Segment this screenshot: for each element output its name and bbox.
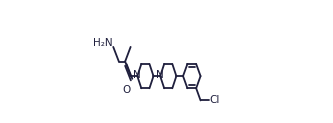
Text: N: N (156, 70, 164, 80)
Text: Cl: Cl (209, 95, 220, 105)
Text: H₂N: H₂N (93, 38, 112, 48)
Text: O: O (123, 85, 131, 95)
Text: N: N (134, 70, 141, 80)
